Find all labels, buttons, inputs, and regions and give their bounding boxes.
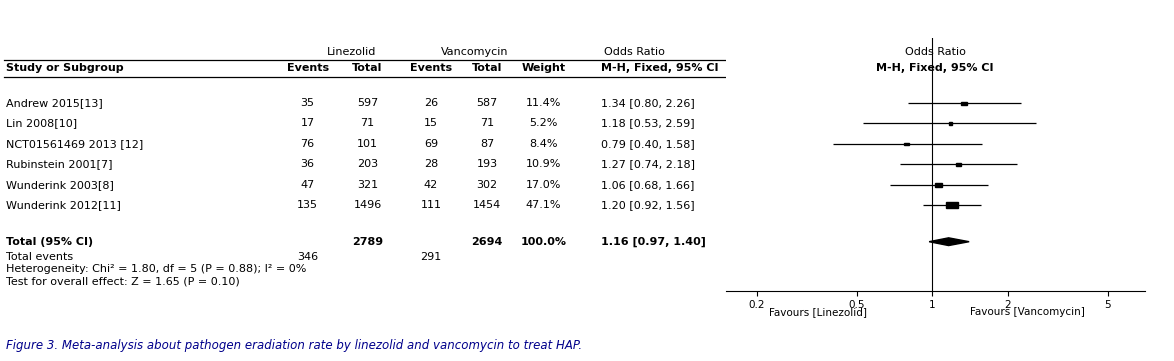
- Text: Rubinstein 2001[7]: Rubinstein 2001[7]: [6, 159, 113, 169]
- Text: Lin 2008[10]: Lin 2008[10]: [6, 118, 77, 129]
- Text: 47.1%: 47.1%: [526, 200, 561, 210]
- Text: 0.79 [0.40, 1.58]: 0.79 [0.40, 1.58]: [601, 139, 695, 149]
- Text: 47: 47: [301, 180, 315, 190]
- Text: 1.18 [0.53, 2.59]: 1.18 [0.53, 2.59]: [601, 118, 695, 129]
- Text: M-H, Fixed, 95% CI: M-H, Fixed, 95% CI: [601, 64, 718, 74]
- Bar: [904, 143, 909, 145]
- Text: 193: 193: [477, 159, 498, 169]
- Text: 2694: 2694: [472, 237, 502, 247]
- Text: Total events: Total events: [6, 252, 73, 262]
- Text: Favours [Linezolid]: Favours [Linezolid]: [769, 307, 866, 317]
- Text: 71: 71: [360, 118, 375, 129]
- Text: Total: Total: [352, 64, 383, 74]
- Text: 87: 87: [480, 139, 494, 149]
- Text: 321: 321: [357, 180, 378, 190]
- Text: 5.2%: 5.2%: [529, 118, 558, 129]
- Text: 1.34 [0.80, 2.26]: 1.34 [0.80, 2.26]: [601, 98, 695, 108]
- Text: Odds Ratio: Odds Ratio: [905, 47, 965, 57]
- Text: 17.0%: 17.0%: [526, 180, 561, 190]
- Polygon shape: [929, 238, 969, 245]
- Text: 597: 597: [357, 98, 378, 108]
- Text: 1454: 1454: [473, 200, 501, 210]
- Text: 71: 71: [480, 118, 494, 129]
- Text: 1.16 [0.97, 1.40]: 1.16 [0.97, 1.40]: [601, 236, 706, 247]
- Text: 35: 35: [301, 98, 315, 108]
- Bar: [946, 202, 958, 208]
- Text: 111: 111: [420, 200, 441, 210]
- Text: 587: 587: [477, 98, 498, 108]
- Text: Events: Events: [410, 64, 452, 74]
- Text: Total: Total: [472, 64, 502, 74]
- Text: 28: 28: [424, 159, 438, 169]
- Text: Figure 3. Meta-analysis about pathogen eradiation rate by linezolid and vancomyc: Figure 3. Meta-analysis about pathogen e…: [6, 339, 582, 352]
- Text: 1.27 [0.74, 2.18]: 1.27 [0.74, 2.18]: [601, 159, 695, 169]
- Text: 69: 69: [424, 139, 438, 149]
- Text: 42: 42: [424, 180, 438, 190]
- Text: 1.06 [0.68, 1.66]: 1.06 [0.68, 1.66]: [601, 180, 695, 190]
- Text: Total (95% CI): Total (95% CI): [6, 237, 93, 247]
- Text: NCT01561469 2013 [12]: NCT01561469 2013 [12]: [6, 139, 143, 149]
- Text: 135: 135: [297, 200, 318, 210]
- Text: Andrew 2015[13]: Andrew 2015[13]: [6, 98, 102, 108]
- Bar: [936, 183, 943, 187]
- Text: 302: 302: [477, 180, 498, 190]
- Text: Linezolid: Linezolid: [326, 47, 377, 57]
- Text: 17: 17: [301, 118, 315, 129]
- Text: Study or Subgroup: Study or Subgroup: [6, 64, 123, 74]
- Text: Wunderink 2003[8]: Wunderink 2003[8]: [6, 180, 114, 190]
- Text: 11.4%: 11.4%: [526, 98, 561, 108]
- Text: Heterogeneity: Chi² = 1.80, df = 5 (P = 0.88); I² = 0%: Heterogeneity: Chi² = 1.80, df = 5 (P = …: [6, 264, 306, 274]
- Text: Favours [Vancomycin]: Favours [Vancomycin]: [970, 307, 1085, 317]
- Text: 76: 76: [301, 139, 315, 149]
- Text: Test for overall effect: Z = 1.65 (P = 0.10): Test for overall effect: Z = 1.65 (P = 0…: [6, 277, 239, 286]
- Text: 203: 203: [357, 159, 378, 169]
- Bar: [949, 122, 952, 125]
- Text: Events: Events: [286, 64, 329, 74]
- Text: Wunderink 2012[11]: Wunderink 2012[11]: [6, 200, 121, 210]
- Text: 1.20 [0.92, 1.56]: 1.20 [0.92, 1.56]: [601, 200, 695, 210]
- Text: 15: 15: [424, 118, 438, 129]
- Text: 100.0%: 100.0%: [520, 237, 567, 247]
- Text: Vancomycin: Vancomycin: [440, 47, 508, 57]
- Text: 36: 36: [301, 159, 315, 169]
- Text: 8.4%: 8.4%: [529, 139, 558, 149]
- Bar: [962, 101, 967, 105]
- Text: 10.9%: 10.9%: [526, 159, 561, 169]
- Text: Odds Ratio: Odds Ratio: [603, 47, 664, 57]
- Text: Weight: Weight: [521, 64, 566, 74]
- Text: 346: 346: [297, 252, 318, 262]
- Text: 26: 26: [424, 98, 438, 108]
- Text: M-H, Fixed, 95% CI: M-H, Fixed, 95% CI: [876, 64, 994, 74]
- Text: 2789: 2789: [352, 237, 383, 247]
- Text: 101: 101: [357, 139, 378, 149]
- Text: 1496: 1496: [353, 200, 382, 210]
- Bar: [956, 163, 962, 166]
- Text: 291: 291: [420, 252, 441, 262]
